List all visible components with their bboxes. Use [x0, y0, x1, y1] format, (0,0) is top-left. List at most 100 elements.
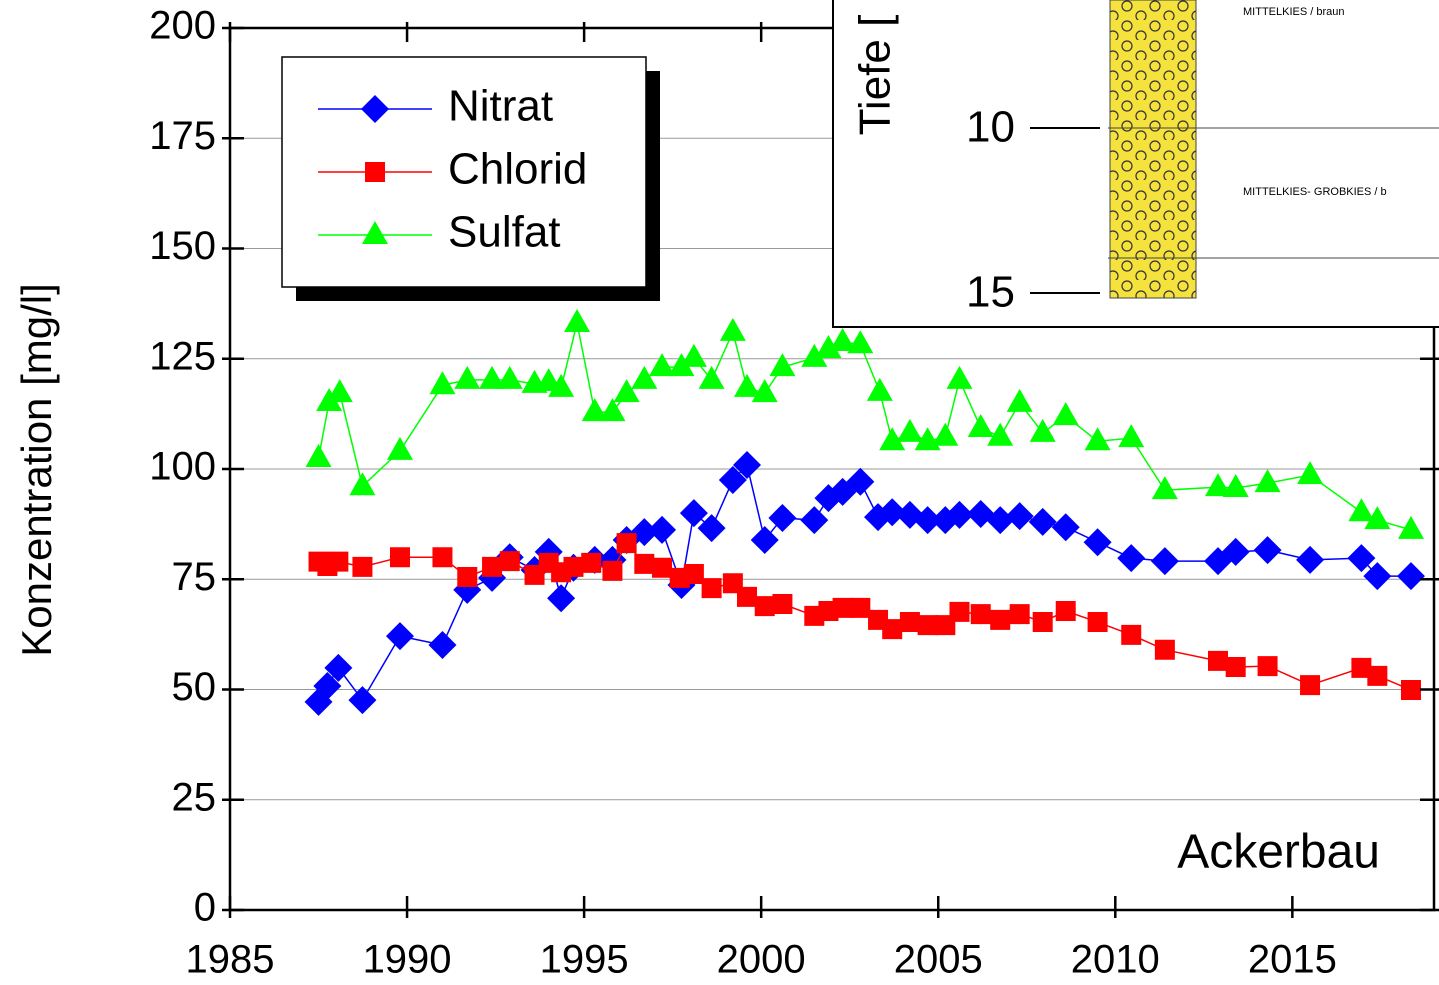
axes: 0 25 50 75 100 125 150 175 200 1985 1990 1995 2000 20…	[149, 4, 1439, 982]
marker	[324, 653, 353, 682]
marker	[846, 467, 875, 496]
inset-image: Tiefe [ MITTELKIES / braun MITTELKIES- G…	[832, 0, 1439, 328]
layer-label: MITTELKIES / braun	[1243, 6, 1344, 18]
series-line	[317, 322, 1412, 531]
marker	[1254, 469, 1281, 493]
marker	[548, 373, 575, 397]
y-tick-label: 0	[194, 886, 216, 930]
y-axis-label: Konzentration [mg/l]	[13, 283, 60, 657]
marker	[1300, 675, 1321, 696]
legend: Nitrat Chlorid Sulfat	[281, 56, 660, 301]
marker	[1347, 544, 1376, 573]
marker	[602, 560, 623, 581]
marker	[1117, 544, 1146, 573]
annotation: Ackerbau	[1177, 826, 1380, 879]
y-tick-label: 200	[149, 4, 216, 48]
marker	[751, 379, 778, 403]
marker	[349, 472, 376, 496]
marker	[1006, 388, 1033, 412]
marker	[1253, 536, 1282, 565]
marker	[482, 556, 503, 577]
marker	[882, 619, 903, 640]
marker	[990, 609, 1011, 630]
inset-axis-label: Tiefe [	[851, 15, 900, 136]
marker	[772, 593, 793, 614]
legend-label: Nitrat	[448, 82, 553, 131]
marker	[967, 413, 994, 437]
marker	[679, 499, 708, 528]
marker	[479, 365, 506, 389]
marker	[361, 95, 389, 123]
marker	[1225, 657, 1246, 678]
marker	[734, 373, 761, 397]
marker	[352, 556, 373, 577]
marker	[613, 379, 640, 403]
legend-label: Sulfat	[448, 208, 561, 257]
marker	[847, 330, 874, 354]
marker	[1005, 502, 1034, 531]
soil-column	[1109, 0, 1197, 299]
marker	[1087, 612, 1108, 633]
marker	[496, 365, 523, 389]
marker	[428, 630, 457, 659]
marker	[348, 686, 377, 715]
marker	[750, 526, 779, 555]
marker	[581, 398, 608, 422]
marker	[986, 506, 1015, 535]
marker	[1055, 601, 1076, 622]
marker	[850, 597, 871, 618]
inset-tick-label: 10	[966, 103, 1015, 152]
layer-label: MITTELKIES- GROBKIES / b	[1243, 186, 1387, 198]
marker	[454, 365, 481, 389]
y-tick-label: 150	[149, 224, 216, 268]
marker	[945, 500, 974, 529]
y-tick-label: 50	[172, 665, 217, 709]
y-tick-label: 125	[149, 334, 216, 378]
marker	[769, 353, 796, 377]
marker	[1257, 656, 1278, 677]
marker	[389, 547, 410, 568]
marker	[1297, 461, 1324, 485]
marker	[801, 343, 828, 367]
marker	[1397, 515, 1424, 539]
marker	[328, 551, 349, 572]
x-tick-label: 2015	[1248, 938, 1337, 982]
marker	[1367, 665, 1388, 686]
y-tick-label: 75	[172, 555, 217, 599]
marker	[899, 612, 920, 633]
marker	[896, 418, 923, 442]
marker	[1052, 402, 1079, 426]
marker	[616, 533, 637, 554]
marker	[1032, 612, 1053, 633]
marker	[1396, 562, 1425, 591]
marker	[581, 552, 602, 573]
marker	[1204, 473, 1231, 497]
marker	[683, 563, 704, 584]
marker	[668, 353, 695, 377]
marker	[987, 422, 1014, 446]
x-tick-label: 1985	[186, 938, 275, 982]
marker	[932, 422, 959, 446]
marker	[1348, 498, 1375, 522]
marker	[634, 553, 655, 574]
marker	[1351, 657, 1372, 678]
x-tick-label: 2000	[717, 938, 806, 982]
marker	[599, 398, 626, 422]
marker	[1150, 547, 1179, 576]
marker	[1083, 528, 1112, 557]
marker	[386, 436, 413, 460]
marker	[649, 353, 676, 377]
marker	[648, 515, 677, 544]
legend-label: Chlorid	[448, 145, 587, 194]
marker	[1051, 513, 1080, 542]
y-tick-label: 25	[172, 775, 217, 819]
marker	[1221, 537, 1250, 566]
marker	[754, 596, 775, 617]
marker	[1121, 624, 1142, 645]
x-tick-label: 2005	[894, 938, 983, 982]
marker	[305, 443, 332, 467]
marker	[697, 514, 726, 543]
marker	[1207, 650, 1228, 671]
marker	[701, 578, 722, 599]
